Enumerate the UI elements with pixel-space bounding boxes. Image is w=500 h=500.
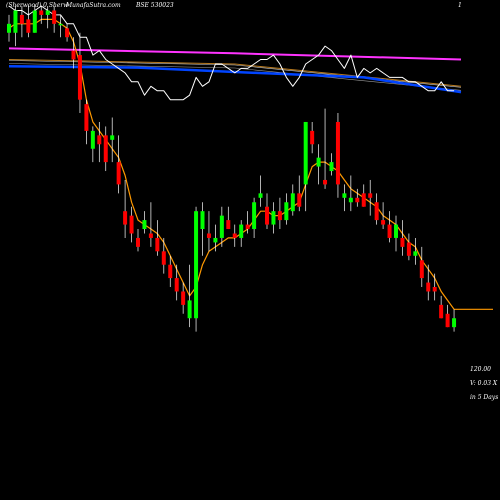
candle-down — [368, 193, 373, 198]
candle-down — [335, 121, 340, 185]
candle-up — [213, 237, 218, 243]
candle-down — [77, 55, 82, 100]
candle-down — [19, 14, 24, 24]
candle-down — [381, 220, 386, 225]
candle-down — [361, 193, 366, 207]
candle-down — [71, 50, 76, 60]
candle-down — [65, 28, 70, 38]
candle-down — [387, 224, 392, 238]
candle-up — [452, 318, 457, 328]
candle-down — [355, 197, 360, 203]
candle-down — [277, 211, 282, 221]
candle-up — [329, 162, 334, 172]
candle-down — [26, 19, 31, 33]
candle-down — [84, 104, 89, 131]
candle-down — [123, 211, 128, 225]
candle-up — [258, 193, 263, 198]
candle-down — [155, 237, 160, 252]
candle-up — [142, 220, 147, 230]
candle-down — [206, 233, 211, 238]
candle-up — [271, 211, 276, 225]
candle-up — [394, 224, 398, 238]
candle-down — [432, 287, 437, 292]
candle-up — [303, 121, 308, 185]
candle-up — [187, 300, 192, 319]
candle-down — [232, 233, 237, 238]
candle-up — [413, 251, 418, 256]
candle-up — [200, 211, 205, 230]
candle-down — [174, 278, 179, 292]
candle-up — [45, 10, 50, 15]
candle-down — [439, 304, 444, 319]
candle-down — [97, 135, 102, 145]
candle-down — [148, 233, 153, 238]
candle-down — [419, 260, 424, 279]
candle-down — [310, 130, 315, 145]
candle-up — [342, 193, 347, 198]
candle-up — [7, 23, 11, 33]
candle-down — [168, 264, 173, 279]
candle-down — [161, 251, 166, 265]
candle-down — [39, 10, 44, 15]
header-stock-name: (Sherwood) 0 Sherw — [6, 2, 69, 9]
header-right-text: 1 — [458, 2, 462, 9]
period-label: in 5 Days — [470, 394, 499, 401]
candle-down — [226, 220, 231, 230]
oscillator-line — [8, 5, 455, 101]
candle-up — [219, 215, 224, 238]
candle-down — [265, 206, 269, 225]
candle-down — [181, 291, 186, 305]
candle-up — [348, 197, 353, 203]
volume-label: V: 0.03 X — [470, 380, 498, 387]
ma-magenta-line — [8, 47, 462, 61]
candle-down — [323, 179, 328, 185]
header-ticker: BSE 530023 — [136, 2, 174, 9]
candle-down — [52, 10, 57, 24]
candle-down — [129, 215, 134, 234]
candle-down — [103, 135, 108, 163]
candle-up — [252, 202, 257, 230]
candle-up — [90, 130, 95, 149]
candle-down — [445, 313, 450, 328]
ma-grey-line-2 — [8, 63, 462, 91]
candle-up — [58, 23, 63, 26]
header-site-name: MunafaSutra.com — [66, 2, 121, 9]
candle-down — [374, 202, 379, 221]
candle-down — [245, 224, 250, 230]
candle-up — [194, 211, 199, 319]
candle-up — [13, 10, 18, 33]
candle-down — [136, 237, 140, 247]
ma-long-line — [8, 64, 462, 94]
candle-down — [426, 282, 431, 292]
candle-down — [406, 242, 411, 256]
candle-down — [116, 162, 121, 185]
candles — [7, 6, 457, 332]
candle-up — [110, 135, 115, 140]
candle-up — [290, 193, 295, 212]
ma-mid-line — [8, 59, 462, 87]
price-label: 120.00 — [470, 366, 491, 373]
candle-down — [297, 193, 302, 207]
candle-down — [400, 237, 405, 247]
candle-up — [239, 224, 244, 238]
candle-up — [32, 10, 37, 33]
candle-up — [284, 202, 289, 221]
candle-up — [316, 157, 321, 167]
